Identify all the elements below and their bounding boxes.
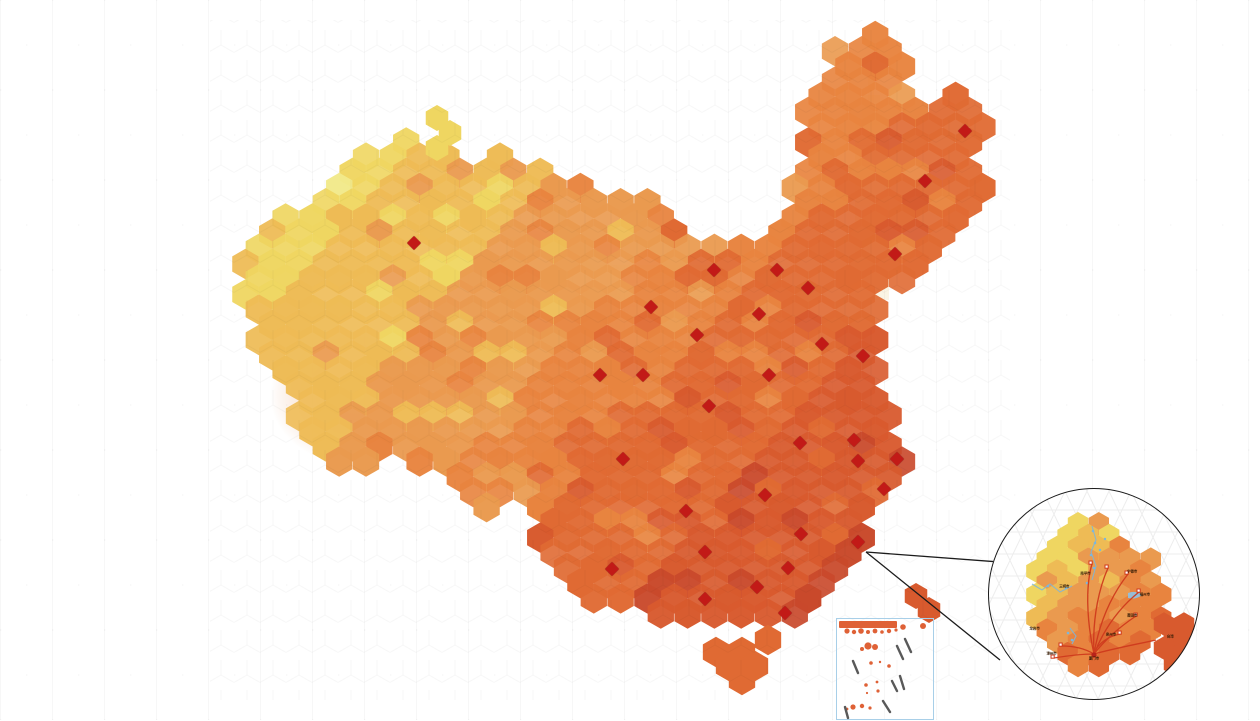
city-marker-kunming[interactable] — [607, 568, 618, 571]
city-marker-qingdao[interactable] — [858, 355, 869, 358]
city-marker-lanzhou[interactable] — [638, 374, 649, 377]
south-china-sea-inset — [836, 618, 934, 720]
city-marker-chongqing[interactable] — [681, 510, 692, 513]
city-marker-guangzhou[interactable] — [783, 567, 794, 570]
city-marker-wulumuqi[interactable] — [409, 242, 420, 245]
city-marker-xian[interactable] — [704, 405, 715, 408]
city-marker-nanning[interactable] — [700, 598, 711, 601]
city-marker-taiyuan[interactable] — [692, 334, 703, 337]
city-marker-beijing[interactable] — [772, 269, 783, 272]
inset-label-1: 宁德市 — [1127, 568, 1137, 573]
inset-label-5: 龙岩市 — [1030, 625, 1040, 630]
city-marker-su-zhou[interactable] — [853, 460, 864, 463]
city-marker-shenyang[interactable] — [890, 253, 901, 256]
city-marker-shenzhen[interactable] — [752, 586, 763, 589]
map-stage: 南平市 宁德市三明市福州市莆田市龙岩市泉州市漳州市厦门市 台湾 — [0, 0, 1260, 720]
xiamen-magnifier-inset[interactable]: 南平市 宁德市三明市福州市莆田市龙岩市泉州市漳州市厦门市 台湾 — [988, 488, 1200, 700]
magnifier-content: 南平市 宁德市三明市福州市莆田市龙岩市泉州市漳州市厦门市 台湾 — [988, 488, 1200, 700]
inset-label-6: 泉州市 — [1106, 632, 1116, 637]
city-marker-wuhan[interactable] — [760, 494, 771, 497]
city-marker-haerbin[interactable] — [960, 130, 971, 133]
city-marker-hangzhou[interactable] — [879, 488, 890, 491]
city-marker-xiamen[interactable] — [853, 541, 864, 544]
city-marker-jinan[interactable] — [817, 343, 828, 346]
city-marker-huhehaote[interactable] — [709, 269, 720, 272]
city-marker-zhengzhou[interactable] — [764, 374, 775, 377]
inset-label-4: 莆田市 — [1127, 613, 1137, 618]
city-marker-hong-kong[interactable] — [780, 612, 791, 615]
inset-label-2: 三明市 — [1059, 583, 1069, 588]
inset-label-0: 南平市 — [1080, 570, 1090, 575]
city-marker-tianjin[interactable] — [803, 287, 814, 290]
inset-label-8: 厦门市 — [1089, 655, 1099, 660]
inset-label-3: 福州市 — [1140, 592, 1150, 597]
city-marker-shijiazhuang[interactable] — [754, 313, 765, 316]
city-marker-shanghai[interactable] — [892, 458, 903, 461]
city-marker-gui-yang[interactable] — [700, 551, 711, 554]
city-marker-xining[interactable] — [595, 374, 606, 377]
inset-label-9: 台湾 — [1167, 634, 1174, 639]
city-marker-nanchang[interactable] — [796, 533, 807, 536]
city-marker-chengdu[interactable] — [618, 458, 629, 461]
city-marker-changchun[interactable] — [920, 180, 931, 183]
city-marker-yinchuan[interactable] — [646, 306, 657, 309]
inset-label-7: 漳州市 — [1047, 651, 1057, 656]
city-marker-nanjing[interactable] — [849, 439, 860, 442]
city-marker-hefei[interactable] — [795, 442, 806, 445]
fujian-detail-map — [988, 488, 1200, 700]
